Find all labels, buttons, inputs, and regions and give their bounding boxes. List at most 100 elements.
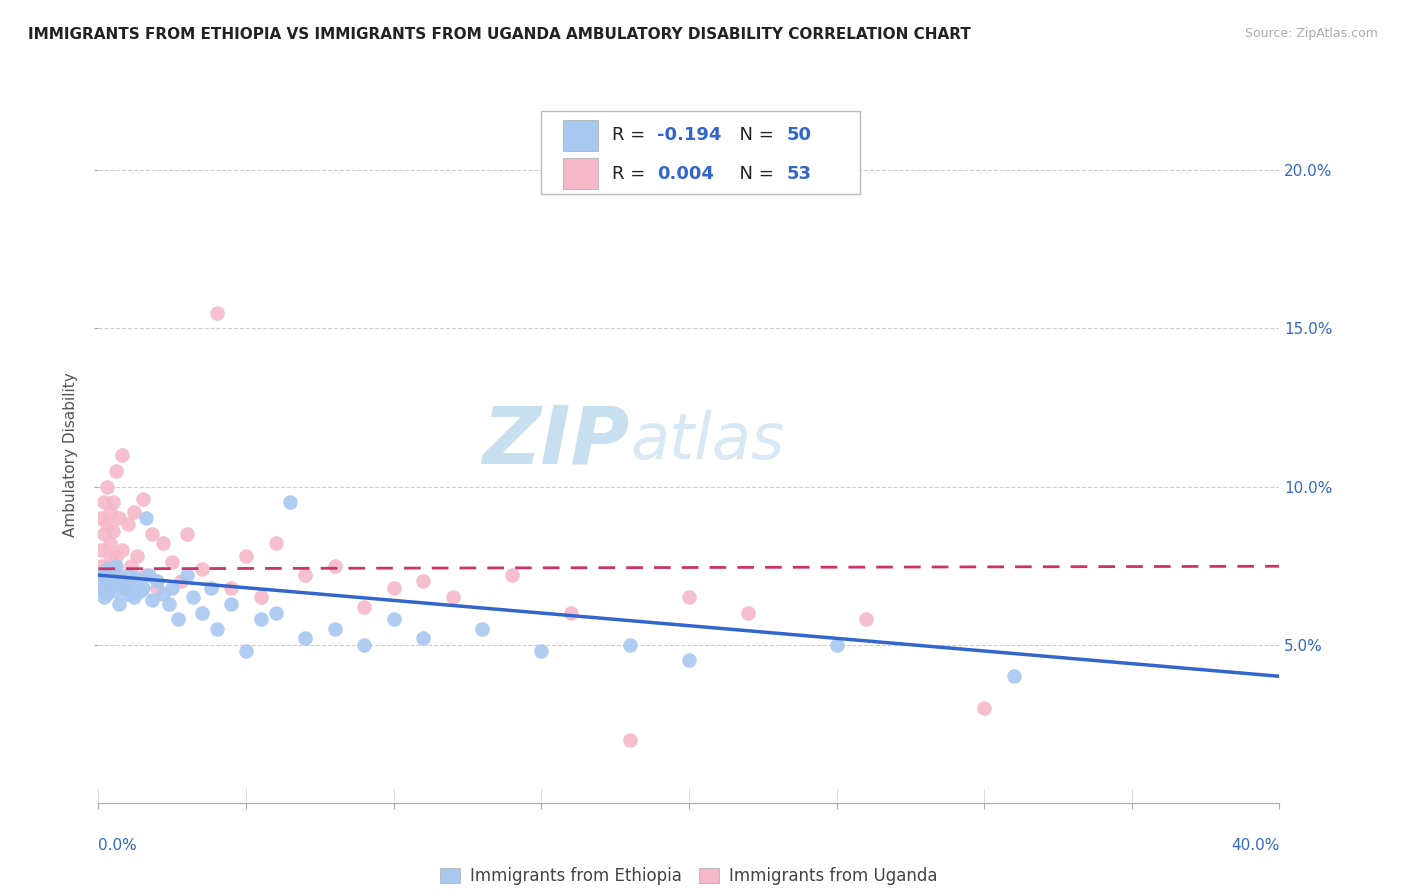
Text: N =: N =	[728, 127, 779, 145]
Point	[176, 568, 198, 582]
Point	[138, 568, 160, 582]
Point	[98, 505, 121, 519]
Point	[98, 536, 121, 550]
Point	[219, 597, 242, 611]
Point	[973, 701, 995, 715]
Point	[205, 305, 228, 319]
Point	[117, 587, 139, 601]
Point	[141, 593, 163, 607]
Point	[90, 558, 112, 573]
Point	[353, 638, 375, 652]
Point	[412, 574, 434, 589]
Point	[93, 581, 115, 595]
Point	[120, 558, 142, 573]
FancyBboxPatch shape	[541, 111, 860, 194]
Point	[135, 511, 157, 525]
Text: -0.194: -0.194	[657, 127, 721, 145]
Point	[294, 568, 316, 582]
Point	[855, 612, 877, 626]
Point	[176, 527, 198, 541]
Point	[678, 591, 700, 605]
Point	[108, 511, 131, 525]
Point	[93, 527, 115, 541]
Point	[323, 622, 346, 636]
Point	[157, 597, 180, 611]
Point	[98, 549, 121, 563]
Point	[219, 581, 242, 595]
Point	[200, 581, 222, 595]
Point	[294, 632, 316, 646]
Point	[111, 448, 134, 462]
Legend: Immigrants from Ethiopia, Immigrants from Uganda: Immigrants from Ethiopia, Immigrants fro…	[434, 861, 943, 892]
Point	[103, 577, 125, 591]
Y-axis label: Ambulatory Disability: Ambulatory Disability	[63, 373, 79, 537]
Text: R =: R =	[612, 165, 651, 183]
Point	[96, 517, 118, 532]
Point	[125, 571, 148, 585]
Text: 53: 53	[787, 165, 813, 183]
Point	[619, 732, 641, 747]
Point	[1002, 669, 1025, 683]
Point	[353, 599, 375, 614]
Point	[235, 549, 257, 563]
Text: IMMIGRANTS FROM ETHIOPIA VS IMMIGRANTS FROM UGANDA AMBULATORY DISABILITY CORRELA: IMMIGRANTS FROM ETHIOPIA VS IMMIGRANTS F…	[28, 27, 972, 42]
Point	[96, 562, 118, 576]
Point	[103, 574, 125, 589]
Text: Source: ZipAtlas.com: Source: ZipAtlas.com	[1244, 27, 1378, 40]
Point	[530, 644, 553, 658]
Point	[278, 495, 302, 509]
Point	[103, 495, 125, 509]
Point	[678, 653, 700, 667]
Point	[114, 581, 136, 595]
Point	[162, 556, 183, 570]
Point	[235, 644, 257, 658]
Point	[560, 606, 582, 620]
Text: 40.0%: 40.0%	[1232, 838, 1279, 854]
Point	[382, 612, 405, 626]
Point	[264, 606, 287, 620]
Point	[471, 622, 494, 636]
Text: N =: N =	[728, 165, 779, 183]
Point	[108, 568, 131, 582]
Text: 0.004: 0.004	[657, 165, 714, 183]
Point	[114, 581, 136, 595]
Point	[125, 549, 148, 563]
Point	[93, 591, 115, 605]
Point	[103, 524, 125, 538]
Point	[170, 574, 193, 589]
Point	[152, 536, 174, 550]
Text: ZIP: ZIP	[482, 402, 630, 480]
Point	[181, 591, 204, 605]
Point	[152, 587, 174, 601]
Point	[111, 574, 134, 589]
Point	[441, 591, 464, 605]
Point	[108, 597, 131, 611]
Point	[191, 562, 214, 576]
Point	[135, 568, 157, 582]
Point	[128, 583, 150, 598]
Point	[93, 495, 115, 509]
Point	[146, 581, 169, 595]
Text: 50: 50	[787, 127, 813, 145]
Point	[96, 587, 118, 601]
Point	[250, 591, 273, 605]
Point	[737, 606, 759, 620]
Point	[105, 558, 128, 573]
Point	[132, 492, 155, 507]
Point	[120, 577, 142, 591]
Point	[117, 517, 139, 532]
FancyBboxPatch shape	[562, 158, 598, 189]
Text: atlas: atlas	[630, 410, 785, 472]
Point	[105, 464, 128, 478]
Point	[90, 581, 112, 595]
Point	[111, 542, 134, 557]
Point	[619, 638, 641, 652]
Point	[132, 581, 155, 595]
Point	[105, 583, 128, 598]
Point	[412, 632, 434, 646]
Point	[90, 542, 112, 557]
Point	[501, 568, 523, 582]
Point	[167, 612, 190, 626]
Point	[96, 479, 118, 493]
Text: 0.0%: 0.0%	[98, 838, 138, 854]
